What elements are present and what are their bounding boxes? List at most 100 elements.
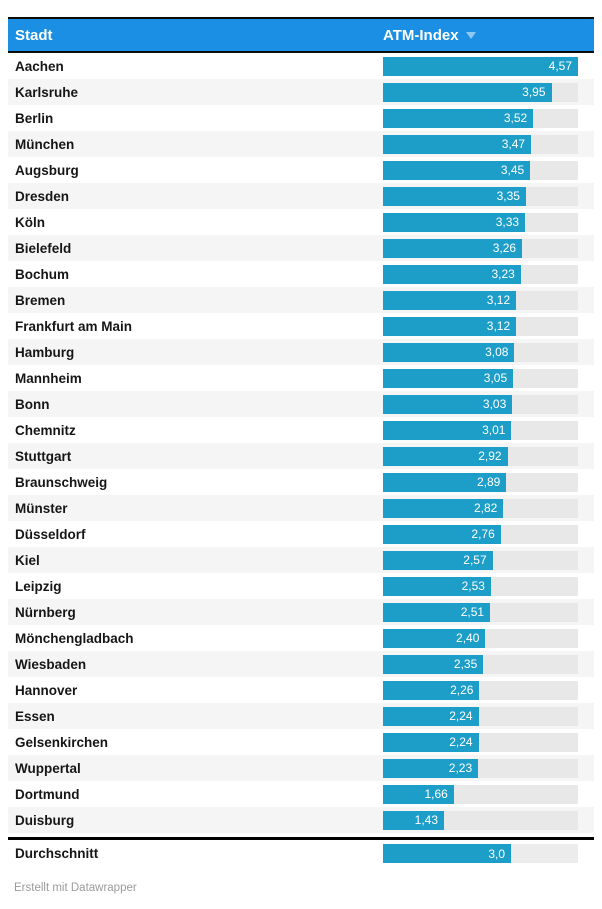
value-bar: 2,92 [383, 446, 508, 466]
city-label: Duisburg [15, 812, 75, 828]
value-label: 3,05 [483, 371, 508, 385]
bar-track: 2,26 [383, 680, 578, 700]
bar-track: 3,05 [383, 368, 578, 388]
sort-descending-icon [465, 31, 476, 39]
column-header-atm-index-label: ATM-Index [383, 26, 459, 44]
value-label: 2,51 [460, 605, 485, 619]
value-label: 3,33 [495, 215, 520, 229]
bar-track: 2,82 [383, 498, 578, 518]
table-row: Wuppertal 2,23 [8, 755, 594, 781]
table-row: Dortmund 1,66 [8, 781, 594, 807]
table-header-row: Stadt ATM-Index [8, 17, 594, 53]
table-row: Berlin 3,52 [8, 105, 594, 131]
bar-track: 2,76 [383, 524, 578, 544]
value-label: 3,95 [522, 85, 546, 99]
table-row: Duisburg 1,43 [8, 807, 594, 833]
atm-index-table: Stadt ATM-Index Aachen 4,57 Karlsruhe 3,95 B… [8, 17, 594, 867]
value-bar: 2,82 [383, 498, 504, 518]
value-label: 3,12 [486, 319, 511, 333]
bar-track: 2,24 [383, 706, 578, 726]
value-label: 3,52 [503, 111, 528, 125]
value-bar: 3,12 [383, 290, 517, 310]
table-row: Hannover 2,26 [8, 677, 594, 703]
value-bar: 3,01 [383, 420, 512, 440]
city-label: Berlin [15, 110, 54, 126]
table-row: Köln 3,33 [8, 209, 594, 235]
bar-track: 2,23 [383, 758, 578, 778]
value-label: 3,08 [485, 345, 509, 359]
value-label: 3,45 [500, 163, 525, 177]
bar-track: 3,35 [383, 186, 578, 206]
value-label: 2,89 [476, 475, 501, 489]
value-bar: 4,57 [383, 56, 578, 76]
value-bar: 2,40 [383, 628, 486, 648]
value-label: 3,23 [491, 267, 515, 281]
bar-track: 2,24 [383, 732, 578, 752]
city-label: Mönchengladbach [15, 630, 134, 646]
table-row: Essen 2,24 [8, 703, 594, 729]
city-label: Karlsruhe [15, 84, 79, 100]
table-body: Aachen 4,57 Karlsruhe 3,95 Berlin 3,52 München… [8, 53, 594, 833]
city-label: Gelsenkirchen [15, 734, 109, 750]
value-label: 2,24 [449, 735, 473, 749]
value-label: 1,43 [414, 813, 439, 827]
table-row: Bremen 3,12 [8, 287, 594, 313]
column-header-stadt[interactable]: Stadt [15, 26, 53, 44]
city-label: Dresden [15, 188, 70, 204]
city-label: Braunschweig [15, 474, 108, 490]
table-row: Braunschweig 2,89 [8, 469, 594, 495]
value-label: 2,24 [449, 709, 473, 723]
datawrapper-credit[interactable]: Erstellt mit Datawrapper [14, 882, 137, 894]
city-label: Augsburg [15, 162, 79, 178]
bar-track: 2,51 [383, 602, 578, 622]
bar-track: 3,12 [383, 290, 578, 310]
bar-track: 3,95 [383, 82, 578, 102]
table-row: Bochum 3,23 [8, 261, 594, 287]
bar-track: 3,03 [383, 394, 578, 414]
table-row: Mannheim 3,05 [8, 365, 594, 391]
value-bar: 2,51 [383, 602, 491, 622]
city-label: Kiel [15, 552, 40, 568]
summary-value-bar: 3,0 [383, 844, 511, 863]
value-bar: 1,66 [383, 784, 454, 804]
table-row: Bonn 3,03 [8, 391, 594, 417]
bar-track: 3,33 [383, 212, 578, 232]
value-bar: 1,43 [383, 810, 445, 830]
table-row: Nürnberg 2,51 [8, 599, 594, 625]
summary-label: Durchschnitt [15, 846, 99, 861]
table-row: Hamburg 3,08 [8, 339, 594, 365]
value-bar: 2,23 [383, 758, 479, 778]
value-bar: 3,05 [383, 368, 514, 388]
bar-track: 4,57 [383, 56, 578, 76]
bar-track: 1,66 [383, 784, 578, 804]
value-bar: 2,26 [383, 680, 480, 700]
value-label: 3,35 [496, 189, 520, 203]
table-row: Stuttgart 2,92 [8, 443, 594, 469]
city-label: Stuttgart [15, 448, 72, 464]
value-label: 2,57 [463, 553, 487, 567]
value-label: 3,12 [486, 293, 511, 307]
value-label: 2,82 [473, 501, 498, 515]
value-label: 3,26 [492, 241, 517, 255]
summary-value-label: 3,0 [488, 846, 505, 861]
summary-bar-track: 3,0 [383, 844, 578, 863]
bar-track: 3,12 [383, 316, 578, 336]
value-label: 1,66 [424, 787, 448, 801]
value-bar: 3,47 [383, 134, 532, 154]
value-bar: 2,24 [383, 706, 479, 726]
table-row: Frankfurt am Main 3,12 [8, 313, 594, 339]
value-label: 2,76 [471, 527, 495, 541]
value-bar: 3,03 [383, 394, 513, 414]
value-bar: 2,35 [383, 654, 484, 674]
value-bar: 2,76 [383, 524, 501, 544]
bar-track: 2,53 [383, 576, 578, 596]
value-label: 3,01 [482, 423, 506, 437]
column-header-atm-index[interactable]: ATM-Index [383, 27, 594, 44]
city-label: Dortmund [15, 786, 80, 802]
city-label: Köln [15, 214, 45, 230]
value-bar: 3,45 [383, 160, 531, 180]
table-row: Gelsenkirchen 2,24 [8, 729, 594, 755]
bar-track: 2,40 [383, 628, 578, 648]
city-label: Hannover [15, 682, 78, 698]
bar-track: 3,45 [383, 160, 578, 180]
